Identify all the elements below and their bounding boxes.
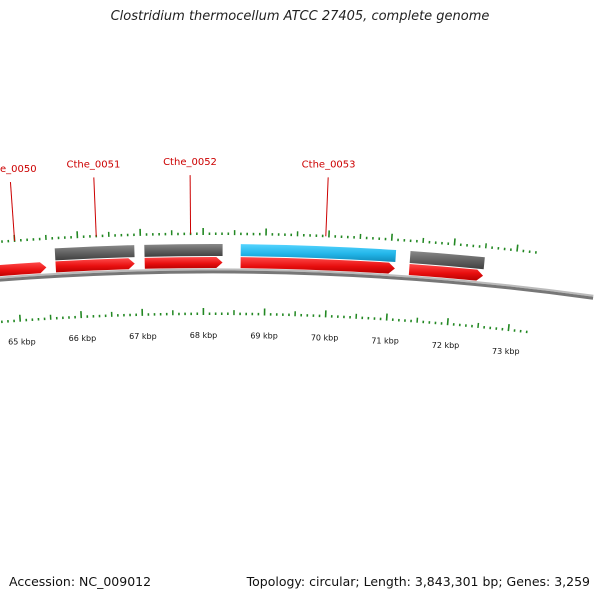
reverse-gene-feature bbox=[54, 245, 135, 261]
scale-tick-label: 68 kbp bbox=[190, 331, 218, 340]
scale-tick-label: 71 kbp bbox=[371, 337, 399, 346]
gene-label: Cthe_0053 bbox=[302, 159, 356, 170]
scale-tick-label: 72 kbp bbox=[432, 341, 460, 350]
scale-tick-label: 65 kbp bbox=[8, 338, 36, 347]
outer-tick bbox=[453, 238, 456, 246]
scale-tick-label: 67 kbp bbox=[129, 332, 157, 341]
gene-label-leader bbox=[325, 177, 329, 237]
gene-label: Cthe_0051 bbox=[66, 159, 120, 170]
inner-tick bbox=[446, 318, 449, 326]
forward-gene-feature bbox=[408, 263, 484, 281]
gene-label-leader bbox=[9, 182, 16, 241]
gene-labels: Cthe_0050 Cthe_0051 Cthe_0052 Cthe_0053 bbox=[0, 157, 356, 241]
scale-tick-label: 70 kbp bbox=[311, 333, 339, 342]
reverse-gene-feature bbox=[409, 251, 485, 270]
forward-gene-feature bbox=[0, 262, 47, 277]
scale-tick-label: 66 kbp bbox=[69, 334, 97, 343]
reverse-gene-feature bbox=[144, 244, 223, 257]
genome-backbone bbox=[0, 268, 594, 300]
scale-tick-label: 73 kbp bbox=[492, 347, 520, 356]
accession-text: Accession: NC_009012 bbox=[9, 574, 152, 589]
gene-features bbox=[0, 244, 485, 281]
forward-gene-feature bbox=[240, 257, 395, 274]
forward-gene-feature bbox=[144, 257, 223, 269]
inner-tick bbox=[507, 324, 510, 332]
forward-gene-feature bbox=[55, 258, 135, 273]
inner-tick-ring: 65 kbp 66 kbp 67 kbp 68 kbp 69 kbp 70 kbp 71 k… bbox=[0, 308, 528, 356]
gene-label: Cthe_0050 bbox=[0, 164, 37, 175]
backbone-line bbox=[0, 270, 594, 300]
gene-label-leader bbox=[93, 177, 97, 237]
genome-title: Clostridium thermocellum ATCC 27405, com… bbox=[110, 9, 490, 24]
outer-tick-ring bbox=[1, 228, 537, 254]
scale-tick-label: 69 kbp bbox=[250, 332, 278, 341]
highlighted-gene-feature bbox=[240, 244, 397, 263]
backbone-highlight bbox=[0, 268, 594, 297]
genome-summary-text: Topology: circular; Length: 3,843,301 bp… bbox=[246, 574, 590, 589]
outer-tick bbox=[516, 244, 519, 252]
gene-label: Cthe_0052 bbox=[163, 157, 217, 168]
